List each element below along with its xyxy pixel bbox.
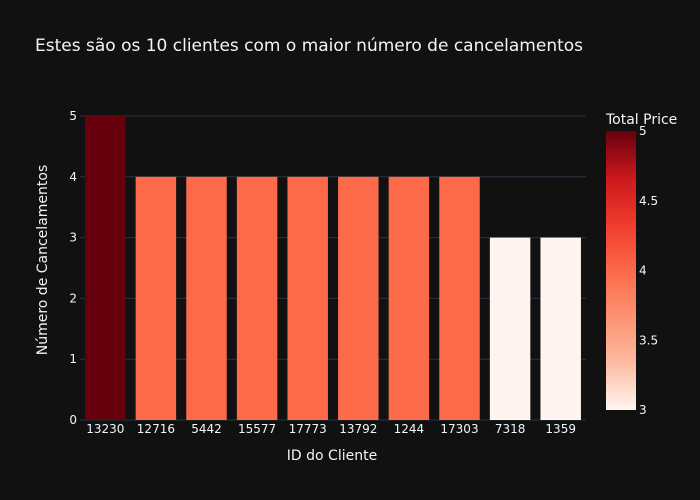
x-tick-label: 12716 xyxy=(137,422,175,436)
x-tick-label: 17773 xyxy=(289,422,327,436)
colorbar-tick-label: 4 xyxy=(639,264,647,278)
x-tick-label: 5442 xyxy=(191,422,222,436)
y-tick-label: 3 xyxy=(69,231,77,245)
y-tick-label: 2 xyxy=(69,291,77,305)
y-tick-label: 0 xyxy=(69,413,77,427)
y-tick-label: 5 xyxy=(69,109,77,123)
y-tick-label: 1 xyxy=(69,352,77,366)
bar[interactable] xyxy=(388,176,430,420)
x-tick-label: 7318 xyxy=(495,422,526,436)
chart-title: Estes são os 10 clientes com o maior núm… xyxy=(35,36,583,56)
bar[interactable] xyxy=(85,116,126,420)
colorbar-tick-label: 5 xyxy=(639,124,647,138)
x-tick-labels: 13230 12716 5442 15577 17773 13792 1244 17303 73… xyxy=(86,422,576,436)
bar[interactable] xyxy=(439,176,480,420)
bar[interactable] xyxy=(540,237,581,420)
colorbar-title: Total Price xyxy=(605,112,677,128)
bars xyxy=(85,116,581,420)
colorbar-tick-label: 3.5 xyxy=(639,333,658,347)
colorbar-tick-label: 3 xyxy=(639,403,647,417)
bar[interactable] xyxy=(489,237,531,420)
bar[interactable] xyxy=(236,176,278,420)
bar[interactable] xyxy=(135,176,177,420)
bar[interactable] xyxy=(338,176,379,420)
y-tick-labels: 0 1 2 3 4 5 xyxy=(69,109,77,427)
colorbar-scale xyxy=(606,131,636,410)
x-tick-label: 1359 xyxy=(545,422,576,436)
x-tick-label: 15577 xyxy=(238,422,276,436)
colorbar-tick-label: 4.5 xyxy=(639,194,658,208)
bar[interactable] xyxy=(287,176,328,420)
x-tick-label: 1244 xyxy=(394,422,425,436)
y-tick-label: 4 xyxy=(69,170,77,184)
x-axis-label: ID do Cliente xyxy=(287,448,377,464)
x-tick-label: 13230 xyxy=(86,422,124,436)
y-axis-label: Número de Cancelamentos xyxy=(35,165,51,356)
bar[interactable] xyxy=(186,176,227,420)
x-tick-label: 17303 xyxy=(440,422,478,436)
x-tick-label: 13792 xyxy=(339,422,377,436)
colorbar-tick-labels: 3 3.5 4 4.5 5 xyxy=(639,124,658,417)
colorbar: Total Price 3 3.5 4 4.5 5 xyxy=(605,112,677,417)
